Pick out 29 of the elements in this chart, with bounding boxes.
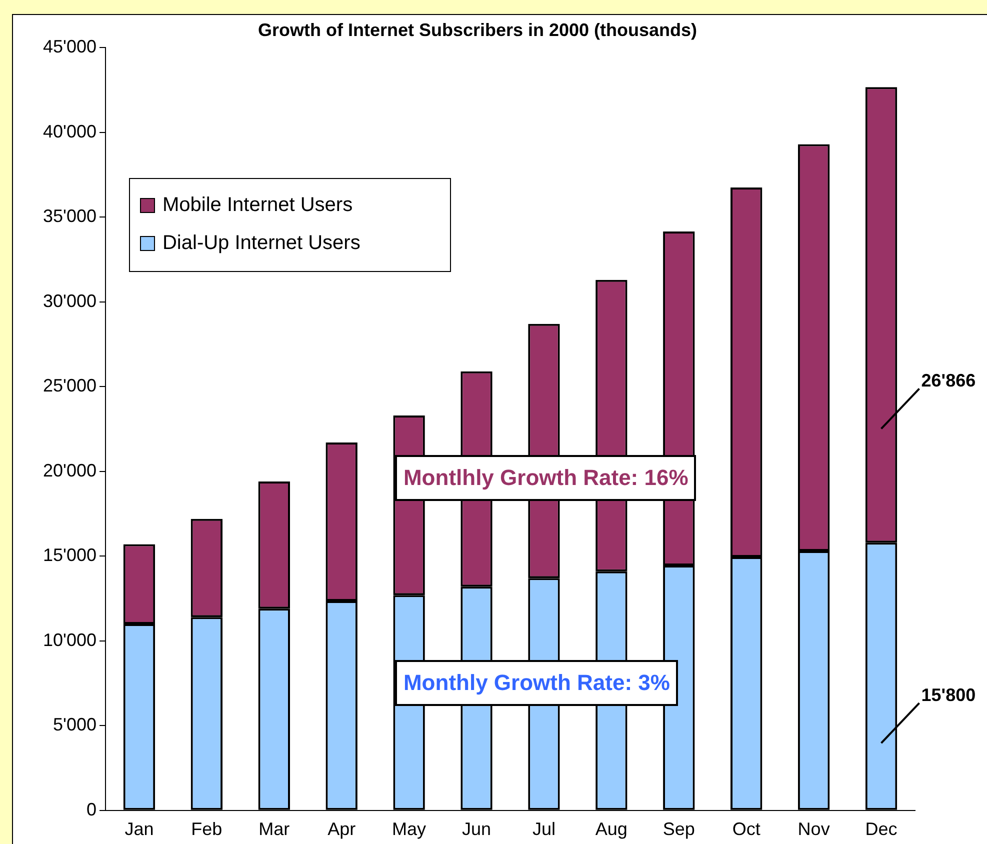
data-label: 15'800 bbox=[921, 685, 976, 706]
x-tick-label: Aug bbox=[595, 819, 628, 840]
x-tick-label: Jun bbox=[462, 819, 492, 840]
y-tick-label: 40'000 bbox=[42, 121, 96, 142]
x-tick-label: Nov bbox=[798, 819, 830, 840]
x-tick-label: Jan bbox=[124, 819, 154, 840]
y-tick-label: 5'000 bbox=[53, 714, 96, 735]
y-tick-label: 20'000 bbox=[42, 460, 96, 480]
x-tick-label: Oct bbox=[732, 819, 760, 840]
legend-label: Mobile Internet Users bbox=[162, 194, 353, 218]
data-label: 26'866 bbox=[921, 370, 976, 391]
y-tick-label: 15'000 bbox=[42, 545, 96, 566]
legend-label: Dial-Up Internet Users bbox=[162, 232, 360, 256]
x-tick-label: Dec bbox=[865, 819, 898, 840]
x-tick-label: Mar bbox=[258, 819, 290, 840]
x-tick-label: Sep bbox=[662, 819, 695, 840]
y-tick-label: 0 bbox=[86, 799, 96, 820]
y-tick-label: 35'000 bbox=[42, 206, 96, 226]
y-tick-label: 30'000 bbox=[42, 290, 96, 311]
x-tick-label: Apr bbox=[328, 819, 356, 840]
y-tick-label: 10'000 bbox=[42, 630, 96, 650]
annotation: Monthly Growth Rate: 3% bbox=[395, 660, 678, 706]
x-tick-label: Jul bbox=[532, 819, 556, 840]
x-tick-label: Feb bbox=[191, 819, 222, 840]
chart-title: Growth of Internet Subscribers in 2000 (thousands) bbox=[258, 20, 698, 40]
y-tick-label: 25'000 bbox=[42, 376, 96, 396]
x-tick-label: May bbox=[392, 819, 426, 840]
y-tick-label: 45'000 bbox=[42, 36, 96, 57]
annotation: Montlhly Growth Rate: 16% bbox=[395, 455, 696, 501]
